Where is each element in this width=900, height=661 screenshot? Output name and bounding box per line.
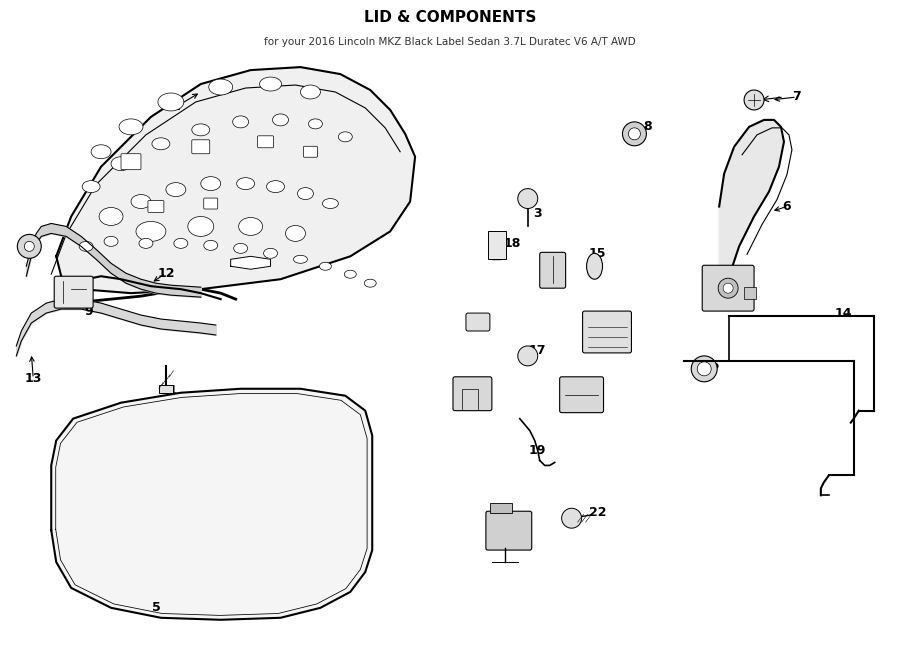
Text: 17: 17 bbox=[529, 344, 546, 358]
Ellipse shape bbox=[203, 241, 218, 251]
Polygon shape bbox=[51, 389, 373, 620]
Text: 21: 21 bbox=[496, 524, 514, 537]
Text: 9: 9 bbox=[85, 305, 94, 317]
Text: for your 2016 Lincoln MKZ Black Label Sedan 3.7L Duratec V6 A/T AWD: for your 2016 Lincoln MKZ Black Label Se… bbox=[264, 37, 636, 47]
Polygon shape bbox=[56, 67, 415, 293]
Ellipse shape bbox=[309, 119, 322, 129]
Ellipse shape bbox=[139, 239, 153, 249]
Ellipse shape bbox=[301, 85, 320, 99]
Ellipse shape bbox=[238, 217, 263, 235]
Ellipse shape bbox=[91, 145, 111, 159]
Polygon shape bbox=[719, 120, 784, 276]
FancyBboxPatch shape bbox=[303, 146, 318, 157]
FancyBboxPatch shape bbox=[582, 311, 632, 353]
Text: 13: 13 bbox=[24, 372, 42, 385]
FancyBboxPatch shape bbox=[486, 511, 532, 550]
FancyBboxPatch shape bbox=[148, 200, 164, 212]
Circle shape bbox=[562, 508, 581, 528]
Ellipse shape bbox=[158, 93, 184, 111]
Ellipse shape bbox=[136, 221, 166, 241]
Text: 11: 11 bbox=[160, 384, 177, 397]
Text: 10: 10 bbox=[24, 243, 42, 256]
Ellipse shape bbox=[82, 180, 100, 192]
Bar bbox=[744, 287, 756, 299]
Text: 3: 3 bbox=[534, 207, 542, 220]
Ellipse shape bbox=[298, 188, 313, 200]
FancyBboxPatch shape bbox=[203, 198, 218, 209]
FancyBboxPatch shape bbox=[257, 136, 274, 148]
Ellipse shape bbox=[174, 239, 188, 249]
Ellipse shape bbox=[192, 124, 210, 136]
Text: 12: 12 bbox=[158, 267, 175, 280]
Ellipse shape bbox=[131, 194, 151, 208]
Text: 20: 20 bbox=[598, 317, 616, 330]
Ellipse shape bbox=[264, 249, 277, 258]
FancyBboxPatch shape bbox=[560, 377, 604, 412]
Ellipse shape bbox=[587, 253, 602, 279]
Ellipse shape bbox=[285, 225, 305, 241]
Ellipse shape bbox=[119, 119, 143, 135]
Ellipse shape bbox=[209, 79, 233, 95]
Text: 19: 19 bbox=[529, 444, 546, 457]
Circle shape bbox=[17, 235, 41, 258]
Ellipse shape bbox=[201, 176, 220, 190]
Ellipse shape bbox=[234, 243, 248, 253]
Ellipse shape bbox=[188, 217, 213, 237]
Circle shape bbox=[691, 356, 717, 382]
Ellipse shape bbox=[266, 180, 284, 192]
Ellipse shape bbox=[237, 178, 255, 190]
FancyBboxPatch shape bbox=[702, 265, 754, 311]
FancyBboxPatch shape bbox=[121, 154, 141, 170]
Ellipse shape bbox=[259, 77, 282, 91]
Text: 18: 18 bbox=[503, 237, 520, 250]
Ellipse shape bbox=[345, 270, 356, 278]
Bar bbox=[490, 503, 512, 513]
Text: 22: 22 bbox=[589, 506, 607, 519]
FancyBboxPatch shape bbox=[192, 140, 210, 154]
Text: 25: 25 bbox=[702, 360, 720, 372]
FancyBboxPatch shape bbox=[54, 276, 93, 308]
FancyBboxPatch shape bbox=[466, 313, 490, 331]
Text: 7: 7 bbox=[793, 91, 801, 104]
Text: 2: 2 bbox=[547, 260, 556, 273]
Ellipse shape bbox=[104, 237, 118, 247]
Circle shape bbox=[623, 122, 646, 146]
Ellipse shape bbox=[293, 255, 308, 263]
Text: 16: 16 bbox=[473, 382, 491, 395]
Circle shape bbox=[628, 128, 641, 140]
Circle shape bbox=[518, 346, 537, 366]
Ellipse shape bbox=[338, 132, 352, 142]
Ellipse shape bbox=[320, 262, 331, 270]
Ellipse shape bbox=[233, 116, 248, 128]
Ellipse shape bbox=[152, 137, 170, 150]
Text: LID & COMPONENTS: LID & COMPONENTS bbox=[364, 10, 536, 25]
Ellipse shape bbox=[79, 241, 93, 251]
FancyBboxPatch shape bbox=[453, 377, 492, 410]
Ellipse shape bbox=[166, 182, 185, 196]
Ellipse shape bbox=[322, 198, 338, 208]
Ellipse shape bbox=[364, 279, 376, 287]
Circle shape bbox=[724, 283, 733, 293]
Text: 24: 24 bbox=[728, 273, 746, 286]
Circle shape bbox=[518, 188, 537, 208]
Text: 4: 4 bbox=[478, 315, 486, 328]
Text: 1: 1 bbox=[172, 100, 180, 114]
Text: 23: 23 bbox=[583, 379, 600, 392]
Text: 8: 8 bbox=[644, 120, 652, 134]
Circle shape bbox=[718, 278, 738, 298]
Ellipse shape bbox=[111, 157, 131, 171]
Text: 15: 15 bbox=[589, 247, 607, 260]
Bar bbox=[488, 231, 506, 259]
Bar bbox=[159, 385, 173, 393]
Circle shape bbox=[24, 241, 34, 251]
Ellipse shape bbox=[99, 208, 123, 225]
Circle shape bbox=[698, 362, 711, 376]
Text: 5: 5 bbox=[151, 602, 160, 614]
Circle shape bbox=[744, 90, 764, 110]
Text: 14: 14 bbox=[835, 307, 852, 319]
Text: 6: 6 bbox=[783, 200, 791, 213]
FancyBboxPatch shape bbox=[540, 253, 565, 288]
Polygon shape bbox=[230, 256, 271, 269]
Ellipse shape bbox=[273, 114, 289, 126]
